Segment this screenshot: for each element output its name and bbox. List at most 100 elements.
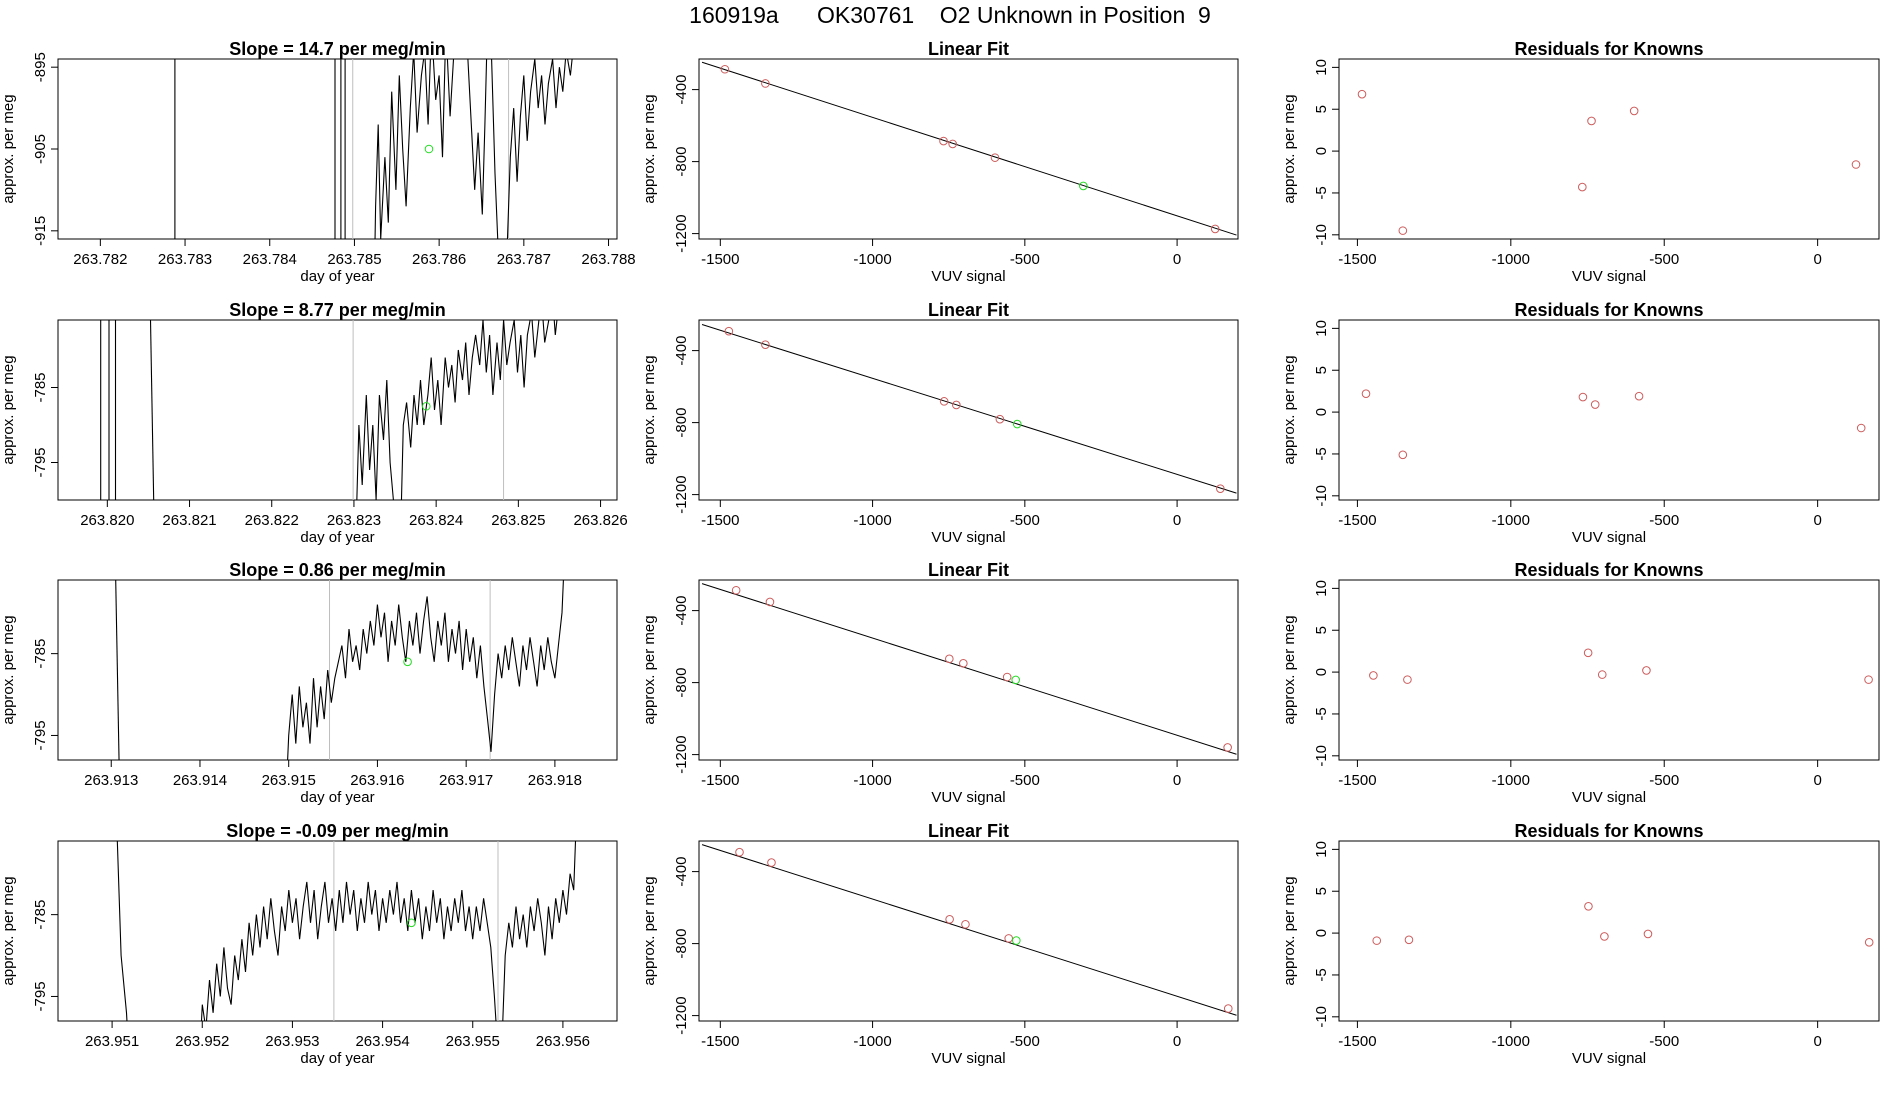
panel-timeseries-row-3: Slope = -0.09 per meg/min 263.951 263.952 2… [0,821,618,1067]
known-point [761,79,770,88]
plot-title: Slope = 14.7 per meg/min [229,39,446,59]
unknown-point [1012,419,1022,429]
x-tick-label: -1500 [701,1033,739,1050]
x-tick-label: 0 [1813,1033,1821,1050]
x-tick-label: -1000 [1492,1033,1530,1050]
residual-point [1403,675,1412,684]
unknown-point [407,918,416,928]
y-tick-label: -10 [1313,224,1330,246]
y-tick-label: -800 [673,408,690,438]
series-line [287,580,564,760]
x-tick-label: 263.825 [491,512,545,529]
y-tick-label: -795 [32,720,49,750]
y-tick-label: 0 [1313,408,1330,416]
y-axis-label: approx. per meg [641,94,658,203]
y-tick-label: 10 [1313,580,1330,597]
plot-title: Linear Fit [928,39,1009,59]
y-axis-label: approx. per meg [0,615,17,724]
y-axis-label: approx. per meg [1281,615,1298,724]
y-axis-label: approx. per meg [641,615,658,724]
panel-timeseries-row-0: Slope = 14.7 per meg/min 263.782 263.783 26… [0,39,636,285]
unknown-point [421,401,431,411]
x-tick-label: 263.956 [536,1033,590,1050]
series-line [115,580,120,760]
known-point [1216,484,1225,493]
fit-line [701,844,1237,1016]
y-tick-label: -400 [673,336,690,366]
known-point [720,64,730,74]
y-tick-label: -400 [673,596,690,626]
y-axis-label: approx. per meg [641,355,658,464]
x-tick-label: 263.787 [497,251,551,268]
x-tick-label: 263.786 [412,251,466,268]
y-tick-label: 0 [1313,668,1330,676]
x-tick-label: -1500 [701,512,739,529]
x-tick-label: 263.914 [173,772,227,789]
known-point [990,153,1000,162]
y-axis-label: approx. per meg [0,355,17,464]
y-tick-label: -400 [673,857,690,887]
residual-point [1600,932,1609,941]
known-point [939,397,949,406]
residual-point [1369,671,1378,680]
x-tick-label: -1000 [853,772,891,789]
x-tick-label: 263.955 [446,1033,500,1050]
plot-title: Slope = 0.86 per meg/min [229,560,446,580]
y-tick-label: -5 [1313,707,1330,720]
x-tick-label: 263.788 [581,251,635,268]
known-point [767,858,776,867]
x-tick-label: 263.782 [73,251,127,268]
known-point [1004,934,1013,943]
known-point [761,340,770,349]
x-axis-label: VUV signal [931,529,1005,546]
plot-title: Linear Fit [928,560,1009,580]
y-tick-label: 5 [1313,887,1330,895]
known-point [945,915,954,924]
plot-data [1372,902,1874,947]
x-tick-label: -500 [1649,251,1679,268]
x-tick-label: 263.916 [350,772,404,789]
residual-point [1643,929,1653,939]
residual-point [1597,670,1607,679]
y-tick-label: -400 [673,75,690,105]
residual-point [1578,182,1587,192]
plot-title: Linear Fit [928,821,1009,841]
x-tick-label: -1000 [853,251,891,268]
y-tick-label: -5 [1313,968,1330,981]
x-tick-label: 0 [1173,251,1181,268]
y-tick-label: -795 [32,981,49,1011]
residual-point [1864,938,1874,947]
plot-title: Residuals for Knowns [1514,39,1703,59]
residual-point [1590,400,1600,409]
y-tick-label: 5 [1313,626,1330,634]
x-axis-label: VUV signal [1572,529,1646,546]
y-tick-label: -915 [32,216,49,246]
series-line [467,59,488,215]
y-tick-label: 10 [1313,320,1330,337]
x-axis-label: VUV signal [931,789,1005,806]
y-tick-label: -905 [32,134,49,164]
plot-frame [57,840,618,1022]
x-axis-label: day of year [300,789,374,806]
x-tick-label: 263.913 [84,772,138,789]
residual-point [1404,935,1414,945]
panel-residuals-row-0: Residuals for Knowns -1500 -1000 -500 0 -10 -5… [1281,39,1880,285]
x-tick-label: 0 [1813,512,1821,529]
known-point [1223,743,1232,752]
y-axis-label: approx. per meg [1281,355,1298,464]
y-tick-label: -800 [673,147,690,177]
x-axis-label: VUV signal [1572,789,1646,806]
y-tick-label: -1200 [673,214,690,252]
plot-data [100,320,558,500]
known-point [1223,1004,1233,1013]
unknown-point [1012,936,1021,945]
x-tick-label: 263.824 [409,512,463,529]
x-tick-label: -1500 [701,772,739,789]
plot-data [701,324,1237,494]
plot-title: Linear Fit [928,300,1009,320]
residual-point [1856,423,1866,433]
fit-line [701,324,1237,494]
panel-residuals-row-2: Residuals for Knowns -1500 -1000 -500 0 -10 -5… [1281,560,1880,806]
x-tick-label: -500 [1649,1033,1679,1050]
x-tick-label: 263.954 [355,1033,409,1050]
